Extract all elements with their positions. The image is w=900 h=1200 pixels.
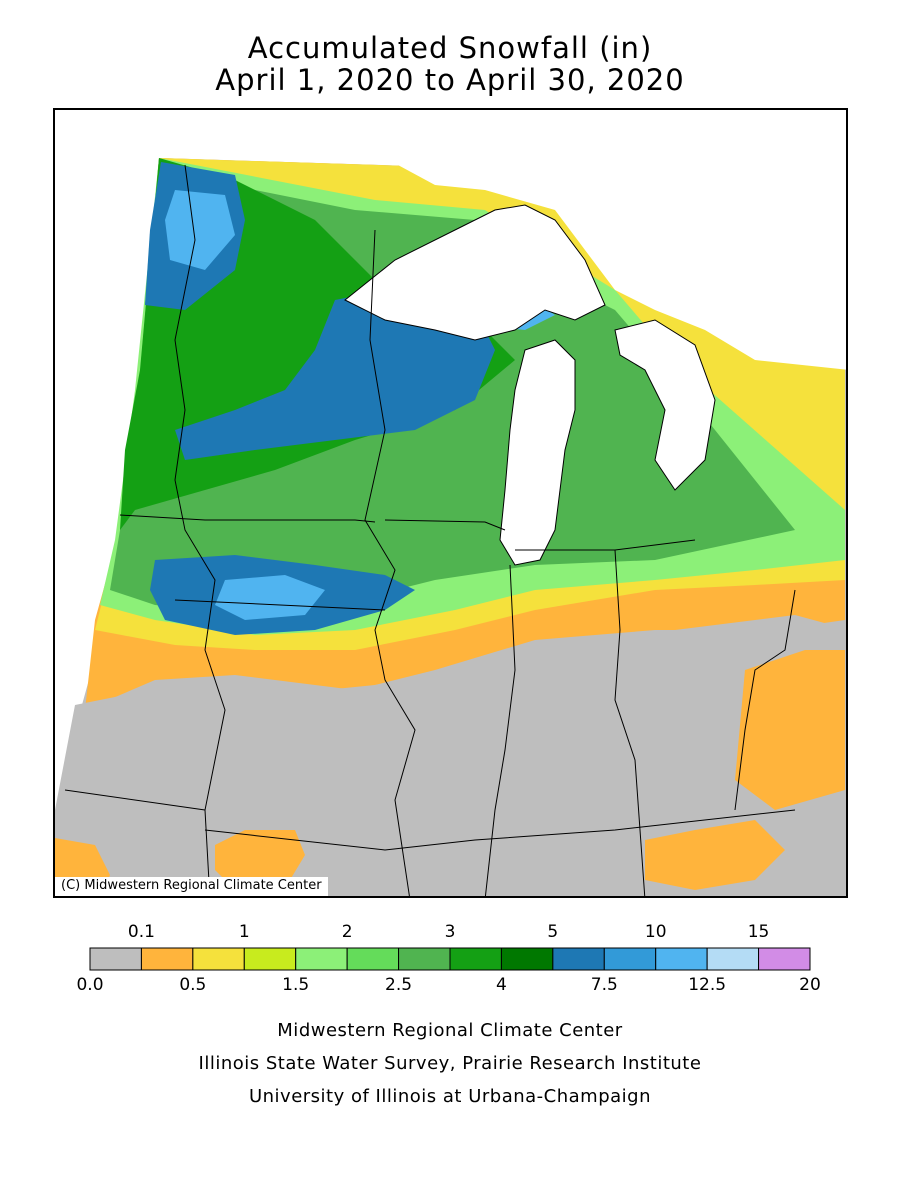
legend-swatch	[398, 947, 451, 971]
legend-swatch	[89, 947, 142, 971]
legend-bottom-label: 0.5	[179, 975, 207, 995]
map-subtitle: April 1, 2020 to April 30, 2020	[215, 63, 685, 97]
map-canvas	[55, 158, 846, 896]
legend-swatches	[89, 947, 811, 971]
snow-patch-east	[735, 650, 845, 810]
legend-bottom-label: 0.0	[76, 975, 104, 995]
legend-swatch	[192, 947, 245, 971]
snow-patch-south-east	[645, 820, 785, 890]
map-credit: (C) Midwestern Regional Climate Center	[55, 877, 328, 896]
legend-bottom-label: 7.5	[590, 975, 618, 995]
canada-region	[385, 158, 846, 370]
snow-band-lightblue-south	[215, 575, 325, 620]
legend-swatch	[655, 947, 708, 971]
legend-swatch	[706, 947, 760, 971]
legend-bottom-label: 1.5	[282, 975, 310, 995]
legend-swatch	[449, 947, 502, 971]
lake-huron	[614, 319, 716, 491]
lake-michigan	[499, 339, 576, 566]
legend-swatch	[500, 947, 554, 971]
snow-band-blue-central	[175, 290, 495, 460]
map-title: Accumulated Snowfall (in)	[247, 31, 653, 65]
legend-top-label: 3	[444, 922, 456, 942]
legend-bottom-label: 12.5	[688, 975, 727, 995]
state-border-lines	[64, 164, 796, 896]
legend-top-label: 2	[341, 922, 353, 942]
legend-top-label: 1	[238, 922, 250, 942]
legend-top-label: 10	[644, 922, 667, 942]
legend-swatch	[140, 947, 194, 971]
legend-bottom-label: 20	[799, 975, 821, 995]
legend-swatch	[346, 947, 400, 971]
footer-line-3: University of Illinois at Urbana-Champai…	[248, 1086, 652, 1107]
snow-band-lightblue-north	[165, 190, 235, 270]
footer-line-2: Illinois State Water Survey, Prairie Res…	[198, 1053, 702, 1074]
legend-swatch	[243, 947, 297, 971]
snow-band-none-south	[55, 615, 846, 896]
legend-swatch	[603, 947, 657, 971]
legend-swatch	[295, 947, 348, 971]
legend-swatch	[552, 947, 605, 971]
legend-bottom-label: 2.5	[385, 975, 413, 995]
legend-top-label: 15	[747, 922, 770, 942]
snow-patch-south-west	[215, 830, 305, 890]
lake-superior	[344, 204, 606, 341]
snowfall-map: (C) Midwestern Regional Climate Center	[53, 108, 848, 898]
legend-top-label: 5	[547, 922, 559, 942]
legend-top-label: 0.1	[127, 922, 155, 942]
legend-swatch	[758, 947, 811, 971]
legend-bottom-label: 4	[496, 975, 507, 995]
footer-line-1: Midwestern Regional Climate Center	[277, 1020, 623, 1041]
color-legend: 0.1 1 2 3 5 10 15 0.0 0.5 1.5 2.5 4 7.5 12.5 20	[0, 920, 900, 1000]
